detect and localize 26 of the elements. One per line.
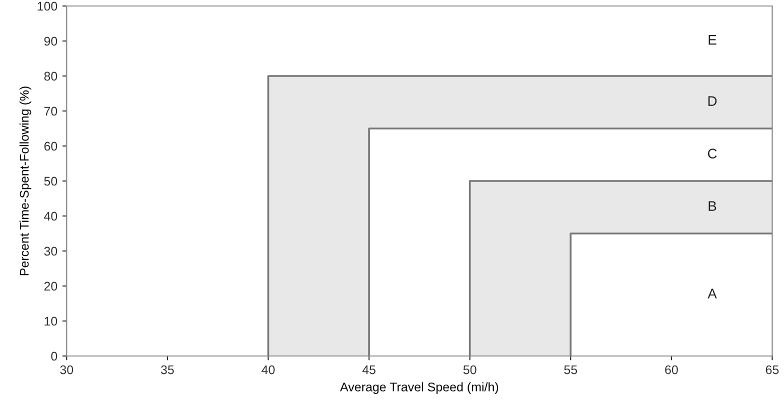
y-tick-label: 20 xyxy=(44,282,58,291)
y-tick-label: 40 xyxy=(44,212,58,221)
y-tick-label: 100 xyxy=(38,2,58,11)
x-tick-label: 65 xyxy=(766,365,779,374)
annotation: A xyxy=(708,288,717,298)
y-tick-label: 0 xyxy=(51,352,58,361)
y-tick-label: 50 xyxy=(44,176,58,186)
y-tick-label: 70 xyxy=(44,106,58,116)
annotation: D xyxy=(708,96,717,106)
x-tick-label: 35 xyxy=(160,365,174,374)
x-tick-label: 60 xyxy=(665,365,678,374)
x-tick-label: 55 xyxy=(564,365,578,374)
y-tick-label: 60 xyxy=(44,142,58,151)
x-axis-title: Average Travel Speed (mi/h) xyxy=(340,382,498,394)
x-tick-label: 50 xyxy=(463,365,476,374)
y-tick-label: 10 xyxy=(44,316,58,326)
x-tick-label: 30 xyxy=(60,365,74,374)
y-tick-label: 30 xyxy=(44,246,58,256)
y-tick-label: 90 xyxy=(44,36,58,46)
annotation: E xyxy=(708,35,716,45)
x-tick-label: 40 xyxy=(262,365,275,374)
annotation: B xyxy=(708,201,716,211)
x-tick-label: 45 xyxy=(362,365,376,374)
annotation: C xyxy=(708,148,717,158)
y-tick-label: 80 xyxy=(44,72,58,81)
y-axis-title: Percent Time-Spent-Following (%) xyxy=(20,86,32,276)
